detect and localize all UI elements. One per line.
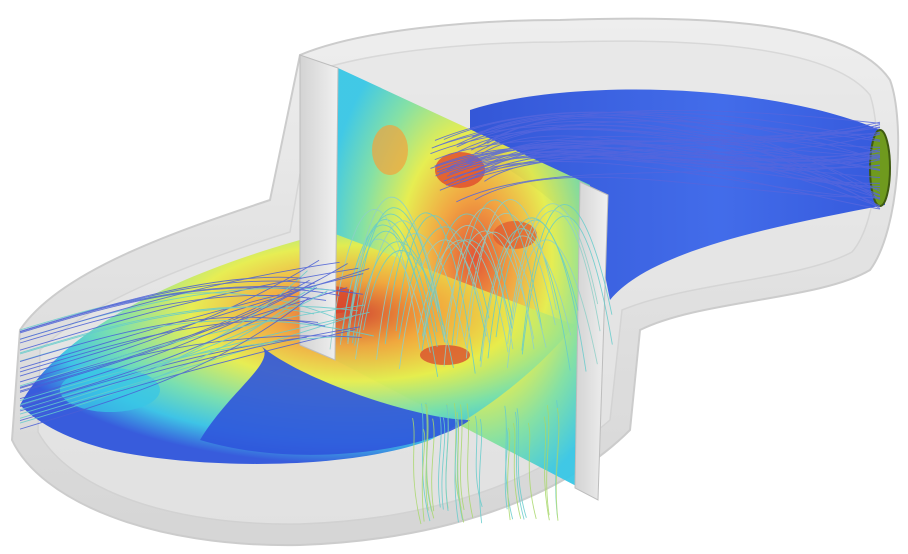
streamline [470, 128, 881, 156]
streamline [19, 326, 361, 412]
streamline [434, 109, 881, 148]
streamline [430, 128, 881, 207]
streamline [451, 199, 543, 346]
streamline [434, 145, 881, 168]
streamline [19, 319, 319, 373]
streamline [431, 124, 881, 149]
streamline [460, 404, 465, 511]
streamline [482, 142, 881, 208]
streamline [435, 156, 881, 177]
streamline [422, 225, 514, 350]
streamline [19, 328, 356, 422]
streamline [507, 427, 511, 521]
streamline [512, 423, 522, 519]
streamline [19, 290, 328, 411]
streamline [354, 241, 446, 346]
streamline [346, 219, 438, 348]
streamline [384, 212, 476, 374]
streamline [439, 149, 881, 174]
streamline [398, 239, 490, 370]
streamline [445, 404, 449, 512]
streamline [19, 261, 340, 340]
streamline [431, 418, 435, 512]
streamline [555, 407, 560, 521]
streamline [421, 428, 426, 522]
streamline [19, 283, 319, 424]
streamline [19, 335, 362, 389]
streamline [19, 306, 315, 354]
streamline [19, 278, 321, 393]
streamline [422, 213, 513, 337]
streamline [474, 176, 881, 201]
streamline [465, 199, 557, 359]
streamline [456, 412, 465, 523]
streamline [352, 207, 443, 344]
streamline [464, 212, 556, 337]
streamline [456, 120, 881, 210]
streamline [484, 158, 881, 182]
streamline [479, 228, 571, 371]
streamline [19, 315, 354, 419]
streamline [462, 145, 881, 167]
streamline [543, 416, 550, 521]
streamline [19, 316, 326, 363]
streamline [456, 111, 881, 145]
streamline [19, 335, 356, 402]
streamline [19, 276, 302, 332]
streamline [455, 231, 547, 348]
streamline [19, 304, 366, 387]
streamline [466, 403, 474, 518]
streamline [514, 411, 525, 520]
streamline [546, 404, 550, 516]
streamline [19, 259, 320, 383]
streamline [456, 148, 881, 203]
streamline [398, 226, 490, 340]
streamline [504, 427, 509, 510]
streamline [425, 403, 435, 519]
streamline [463, 133, 881, 183]
streamline [443, 230, 535, 340]
streamline [438, 414, 442, 508]
streamline [19, 297, 310, 430]
streamline [437, 151, 881, 173]
streamline [516, 408, 527, 518]
streamline [527, 422, 537, 519]
streamline [478, 418, 483, 524]
streamline [395, 215, 487, 337]
streamline [439, 131, 881, 191]
streamline [19, 294, 327, 344]
streamline [417, 239, 509, 353]
streamline [480, 143, 881, 196]
streamline [480, 235, 572, 368]
streamline [19, 287, 317, 407]
streamline [19, 263, 348, 400]
streamline [421, 403, 431, 522]
baffle-plate [299, 54, 609, 501]
streamline [443, 161, 881, 199]
streamline [454, 417, 459, 523]
streamline [506, 239, 598, 368]
streamline [340, 224, 432, 343]
streamline [19, 267, 359, 351]
streamline [445, 157, 881, 186]
streamline [19, 305, 358, 355]
streamline [450, 147, 881, 187]
streamline [474, 415, 483, 508]
streamline [412, 417, 422, 525]
streamline [477, 150, 881, 184]
streamline [521, 204, 613, 351]
streamline [495, 219, 587, 372]
streamline [504, 405, 514, 520]
streamline [441, 417, 446, 510]
streamline [467, 153, 881, 210]
streamline [443, 207, 535, 367]
streamline [454, 127, 881, 180]
streamline [507, 203, 599, 344]
